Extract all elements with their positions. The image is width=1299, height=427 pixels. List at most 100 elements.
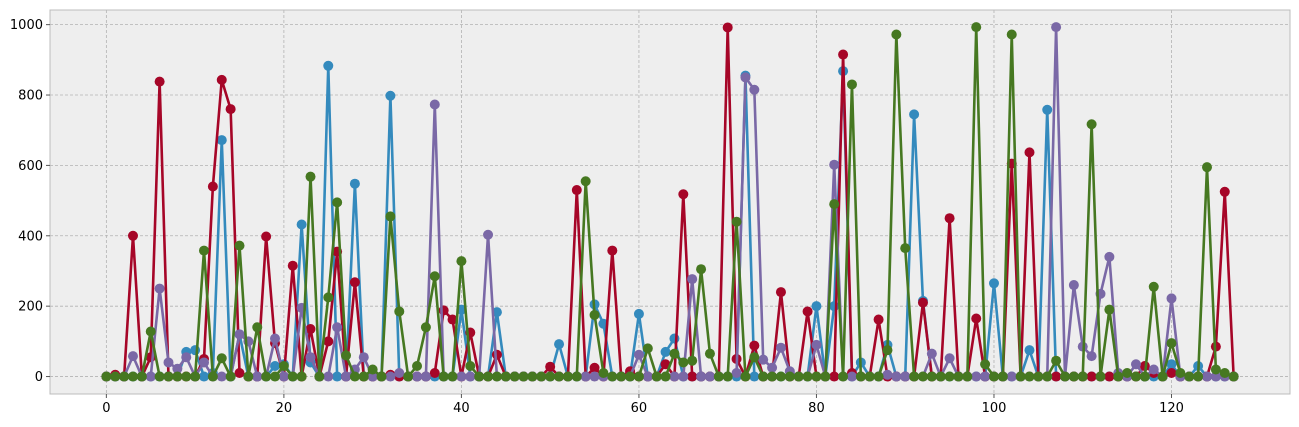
data-point <box>704 371 715 382</box>
data-point <box>1113 371 1124 382</box>
data-point <box>633 308 644 319</box>
data-point <box>1086 371 1097 382</box>
data-point <box>429 99 440 110</box>
data-point <box>1166 359 1177 370</box>
y-tick-label: 800 <box>18 89 43 104</box>
data-point <box>749 84 760 95</box>
data-point <box>154 283 165 294</box>
data-point <box>1219 368 1230 379</box>
data-point <box>234 368 245 379</box>
data-point <box>740 72 751 83</box>
grid <box>50 10 1290 394</box>
data-point <box>545 361 556 372</box>
axis-ticks: 0 20 40 60 80 100 120 0 200 400 600 800 1000 <box>10 18 1184 416</box>
y-tick-label: 1000 <box>10 18 43 33</box>
data-point <box>882 369 893 380</box>
data-point <box>660 371 671 382</box>
data-point <box>571 185 582 196</box>
data-point <box>571 371 582 382</box>
data-point <box>642 343 653 354</box>
data-point <box>598 368 609 379</box>
data-point <box>980 371 991 382</box>
data-point <box>802 306 813 317</box>
data-point <box>1024 147 1035 158</box>
data-point <box>1006 371 1017 382</box>
data-point <box>420 371 431 382</box>
data-point <box>1219 186 1230 197</box>
data-point <box>758 371 769 382</box>
series-3 <box>101 22 1239 382</box>
data-point <box>190 371 201 382</box>
data-point <box>110 371 121 382</box>
data-point <box>438 371 449 382</box>
data-point <box>678 357 689 368</box>
data-point <box>1068 280 1079 291</box>
data-point <box>962 371 973 382</box>
data-point <box>474 371 485 382</box>
data-point <box>447 314 458 325</box>
data-point <box>1086 119 1097 130</box>
data-point <box>917 371 928 382</box>
data-point <box>953 371 964 382</box>
data-point <box>181 371 192 382</box>
data-point <box>349 371 360 382</box>
data-point <box>1077 371 1088 382</box>
data-point <box>829 371 840 382</box>
data-point <box>554 371 565 382</box>
data-point <box>287 260 298 271</box>
data-point <box>403 371 414 382</box>
data-point <box>909 371 920 382</box>
data-point <box>127 351 138 362</box>
data-point <box>261 371 272 382</box>
data-point <box>1051 22 1062 33</box>
data-point <box>509 371 520 382</box>
data-point <box>199 357 210 368</box>
data-point <box>580 176 591 187</box>
data-point <box>1228 371 1239 382</box>
x-tick-label: 0 <box>102 401 110 416</box>
data-point <box>944 213 955 224</box>
data-point <box>900 243 911 254</box>
x-tick-label: 40 <box>453 401 470 416</box>
data-point <box>775 287 786 298</box>
data-point <box>669 333 680 344</box>
data-point <box>385 90 396 101</box>
data-point <box>181 352 192 363</box>
data-point <box>491 371 502 382</box>
data-point <box>1202 371 1213 382</box>
data-point <box>944 353 955 364</box>
data-point <box>917 297 928 308</box>
data-point <box>1024 345 1035 356</box>
data-point <box>696 371 707 382</box>
data-point <box>305 171 316 182</box>
data-point <box>172 371 183 382</box>
data-point <box>1068 371 1079 382</box>
data-point <box>589 309 600 320</box>
data-point <box>323 292 334 303</box>
data-point <box>793 371 804 382</box>
data-point <box>465 371 476 382</box>
data-point <box>278 371 289 382</box>
data-point <box>1122 368 1133 379</box>
data-point <box>926 371 937 382</box>
y-tick-label: 400 <box>18 229 43 244</box>
data-point <box>882 345 893 356</box>
data-point <box>429 271 440 282</box>
data-point <box>580 371 591 382</box>
data-point <box>687 371 698 382</box>
data-point <box>811 371 822 382</box>
data-point <box>971 22 982 33</box>
data-point <box>190 345 201 356</box>
data-point <box>270 333 281 344</box>
data-point <box>367 371 378 382</box>
data-point <box>323 336 334 347</box>
data-point <box>394 368 405 379</box>
data-point <box>633 371 644 382</box>
data-point <box>678 371 689 382</box>
data-point <box>642 371 653 382</box>
data-point <box>323 60 334 71</box>
data-point <box>1157 371 1168 382</box>
data-point <box>154 76 165 87</box>
data-point <box>731 216 742 227</box>
